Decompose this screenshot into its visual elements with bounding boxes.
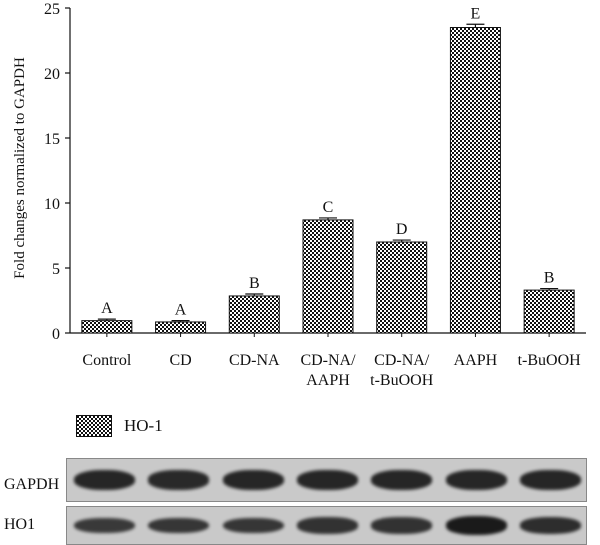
- legend: HO-1: [76, 414, 163, 438]
- x-tick-label: CD-NA: [229, 352, 280, 369]
- blot-band: [296, 517, 358, 534]
- x-tick-label: t-BuOOH: [370, 372, 434, 389]
- significance-letter: E: [471, 5, 481, 22]
- legend-swatch: [76, 415, 112, 437]
- bar: [228, 295, 280, 334]
- y-tick-label: 5: [52, 261, 60, 278]
- significance-letter: B: [249, 275, 260, 292]
- x-tick-label: Control: [82, 352, 131, 369]
- blot-band: [520, 470, 582, 490]
- blot-band: [371, 517, 433, 534]
- bar: [81, 320, 133, 334]
- bar: [302, 219, 354, 334]
- x-tick-label: t-BuOOH: [518, 352, 582, 369]
- legend-label: HO-1: [124, 416, 163, 435]
- bars-group: A A B C D E B: [81, 5, 575, 334]
- significance-letter: D: [396, 221, 408, 238]
- significance-letter: C: [323, 199, 334, 216]
- y-tick-label: 15: [44, 131, 60, 148]
- y-axis-label: Fold changes normalized to GAPDH: [12, 57, 28, 279]
- y-tick-label: 0: [52, 326, 60, 343]
- y-tick-label: 20: [44, 66, 60, 83]
- blot-band: [371, 470, 433, 490]
- x-tick-label: AAPH: [454, 352, 498, 369]
- bar: [449, 27, 501, 334]
- x-tick-label: CD-NA/: [300, 352, 356, 369]
- blot-band: [296, 470, 358, 490]
- blot-label-gapdh: GAPDH: [4, 476, 60, 493]
- blot-band: [148, 470, 210, 490]
- blot-label-ho1: HO1: [4, 516, 36, 533]
- x-tick-label: CD-NA/: [374, 352, 430, 369]
- blot-band: [222, 470, 284, 490]
- bar: [155, 321, 207, 334]
- blot-row-ho1: HO1: [0, 506, 600, 545]
- blot-band: [445, 516, 507, 535]
- x-tick-label: CD: [169, 352, 191, 369]
- y-axis: 0 5 10 15 20 25: [44, 1, 71, 343]
- blot-band: [445, 470, 507, 490]
- blot-band: [73, 470, 135, 490]
- legend-pattern: [77, 416, 111, 436]
- bar: [523, 289, 575, 334]
- y-tick-label: 10: [44, 196, 60, 213]
- blot-band: [73, 517, 135, 534]
- blot-strip-ho1: [66, 506, 587, 545]
- x-axis: Control CD CD-NA CD-NA/AAPH CD-NA/t-BuOOH AAP…: [70, 332, 586, 389]
- blot-band: [148, 517, 210, 534]
- significance-letter: B: [544, 270, 555, 287]
- bar: [376, 241, 428, 334]
- blot-row-gapdh: GAPDH: [0, 458, 600, 502]
- y-tick-label: 25: [44, 1, 60, 18]
- x-tick-label: AAPH: [306, 372, 350, 389]
- blot-strip-gapdh: [66, 458, 587, 502]
- blot-band: [222, 517, 284, 534]
- significance-letter: A: [101, 300, 113, 317]
- blot-band: [520, 517, 582, 534]
- significance-letter: A: [175, 302, 187, 319]
